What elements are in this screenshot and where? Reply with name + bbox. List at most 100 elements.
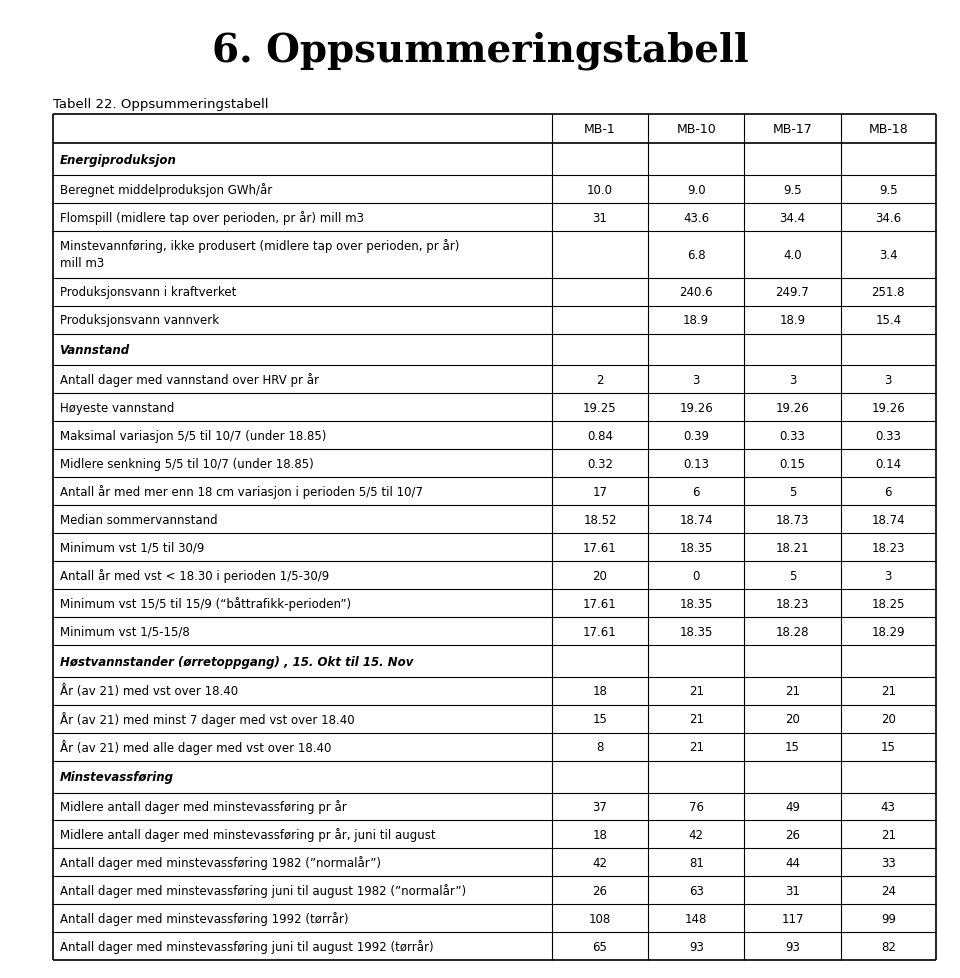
Text: 21: 21	[688, 713, 704, 726]
Text: 26: 26	[785, 828, 800, 841]
Text: 19.26: 19.26	[776, 401, 809, 415]
Text: 82: 82	[881, 940, 896, 953]
Text: 17: 17	[592, 485, 608, 498]
Text: Minimum vst 1/5 til 30/9: Minimum vst 1/5 til 30/9	[60, 541, 204, 555]
Text: År (av 21) med minst 7 dager med vst over 18.40: År (av 21) med minst 7 dager med vst ove…	[60, 712, 354, 727]
Text: 63: 63	[688, 884, 704, 897]
Text: 20: 20	[785, 713, 800, 726]
Text: Minstevannføring, ikke produsert (midlere tap over perioden, pr år): Minstevannføring, ikke produsert (midler…	[60, 239, 459, 252]
Text: 0: 0	[692, 569, 700, 582]
Text: Flomspill (midlere tap over perioden, pr år) mill m3: Flomspill (midlere tap over perioden, pr…	[60, 211, 364, 225]
Text: Tabell 22. Oppsummeringstabell: Tabell 22. Oppsummeringstabell	[53, 98, 268, 111]
Text: 18.35: 18.35	[680, 541, 713, 555]
Text: Energiproduksjon: Energiproduksjon	[60, 154, 177, 166]
Text: 21: 21	[881, 685, 896, 697]
Text: 65: 65	[592, 940, 608, 953]
Text: 17.61: 17.61	[583, 541, 617, 555]
Text: 5: 5	[789, 569, 796, 582]
Text: 18.73: 18.73	[776, 513, 809, 526]
Text: 15: 15	[592, 713, 608, 726]
Text: 21: 21	[688, 685, 704, 697]
Text: 3: 3	[789, 374, 796, 386]
Text: 17.61: 17.61	[583, 625, 617, 638]
Text: MB-17: MB-17	[773, 123, 812, 136]
Text: 18.74: 18.74	[872, 513, 905, 526]
Text: 18.9: 18.9	[684, 314, 709, 327]
Text: 26: 26	[592, 884, 608, 897]
Text: 18.35: 18.35	[680, 597, 713, 610]
Text: 9.5: 9.5	[879, 184, 898, 197]
Text: 2: 2	[596, 374, 604, 386]
Text: Midlere antall dager med minstevassføring pr år: Midlere antall dager med minstevassførin…	[60, 800, 347, 814]
Text: MB-10: MB-10	[677, 123, 716, 136]
Text: 34.6: 34.6	[876, 211, 901, 224]
Text: Antall år med mer enn 18 cm variasjon i perioden 5/5 til 10/7: Antall år med mer enn 18 cm variasjon i …	[60, 485, 422, 499]
Text: Antall dager med minstevassføring juni til august 1992 (tørrår): Antall dager med minstevassføring juni t…	[60, 940, 433, 954]
Text: År (av 21) med alle dager med vst over 18.40: År (av 21) med alle dager med vst over 1…	[60, 739, 331, 754]
Text: 37: 37	[592, 800, 608, 813]
Text: 19.25: 19.25	[583, 401, 616, 415]
Text: 18.29: 18.29	[872, 625, 905, 638]
Text: 6. Oppsummeringstabell: 6. Oppsummeringstabell	[211, 31, 749, 69]
Text: 9.0: 9.0	[687, 184, 706, 197]
Text: 49: 49	[785, 800, 800, 813]
Text: Antall år med vst < 18.30 i perioden 1/5-30/9: Antall år med vst < 18.30 i perioden 1/5…	[60, 568, 328, 583]
Text: Antall dager med minstevassføring 1982 (”normalår”): Antall dager med minstevassføring 1982 (…	[60, 856, 380, 869]
Text: År (av 21) med vst over 18.40: År (av 21) med vst over 18.40	[60, 685, 238, 697]
Text: 5: 5	[789, 485, 796, 498]
Text: 117: 117	[781, 911, 804, 925]
Text: Midlere antall dager med minstevassføring pr år, juni til august: Midlere antall dager med minstevassførin…	[60, 827, 435, 842]
Text: Minimum vst 15/5 til 15/9 (“båttrafikk-perioden”): Minimum vst 15/5 til 15/9 (“båttrafikk-p…	[60, 597, 350, 610]
Text: 21: 21	[881, 828, 896, 841]
Text: 6: 6	[884, 485, 892, 498]
Text: 6: 6	[692, 485, 700, 498]
Text: 42: 42	[688, 828, 704, 841]
Text: 10.0: 10.0	[587, 184, 612, 197]
Text: 18.28: 18.28	[776, 625, 809, 638]
Text: 240.6: 240.6	[680, 286, 713, 299]
Text: 33: 33	[881, 856, 896, 869]
Text: 3: 3	[692, 374, 700, 386]
Text: 0.39: 0.39	[684, 429, 709, 442]
Text: Minstevassføring: Minstevassføring	[60, 771, 174, 783]
Text: 21: 21	[688, 740, 704, 753]
Text: 3: 3	[884, 374, 892, 386]
Text: 20: 20	[881, 713, 896, 726]
Text: 148: 148	[685, 911, 708, 925]
Text: 9.5: 9.5	[783, 184, 802, 197]
Text: 18.52: 18.52	[583, 513, 616, 526]
Text: 3.4: 3.4	[879, 248, 898, 261]
Text: 18: 18	[592, 685, 608, 697]
Text: 0.13: 0.13	[684, 458, 709, 470]
Text: 108: 108	[588, 911, 612, 925]
Text: Produksjonsvann i kraftverket: Produksjonsvann i kraftverket	[60, 286, 236, 299]
Text: 21: 21	[785, 685, 800, 697]
Text: 81: 81	[688, 856, 704, 869]
Text: 18.9: 18.9	[780, 314, 805, 327]
Text: 43: 43	[881, 800, 896, 813]
Text: 0.32: 0.32	[587, 458, 612, 470]
Text: 44: 44	[785, 856, 800, 869]
Text: Maksimal variasjon 5/5 til 10/7 (under 18.85): Maksimal variasjon 5/5 til 10/7 (under 1…	[60, 429, 325, 442]
Text: 99: 99	[881, 911, 896, 925]
Text: 42: 42	[592, 856, 608, 869]
Text: 18.74: 18.74	[680, 513, 713, 526]
Text: 31: 31	[785, 884, 800, 897]
Text: Produksjonsvann vannverk: Produksjonsvann vannverk	[60, 314, 219, 327]
Text: 17.61: 17.61	[583, 597, 617, 610]
Text: 251.8: 251.8	[872, 286, 905, 299]
Text: 0.33: 0.33	[780, 429, 805, 442]
Text: 15.4: 15.4	[876, 314, 901, 327]
Text: 34.4: 34.4	[780, 211, 805, 224]
Text: 0.14: 0.14	[876, 458, 901, 470]
Text: Vannstand: Vannstand	[60, 343, 130, 357]
Text: 18.23: 18.23	[872, 541, 905, 555]
Text: 19.26: 19.26	[680, 401, 713, 415]
Text: 0.15: 0.15	[780, 458, 805, 470]
Text: Beregnet middelproduksjon GWh/år: Beregnet middelproduksjon GWh/år	[60, 183, 272, 197]
Text: Høyeste vannstand: Høyeste vannstand	[60, 401, 174, 415]
Text: 93: 93	[688, 940, 704, 953]
Text: 24: 24	[881, 884, 896, 897]
Text: Høstvannstander (ørretoppgang) , 15. Okt til 15. Nov: Høstvannstander (ørretoppgang) , 15. Okt…	[60, 655, 413, 668]
Text: 0.33: 0.33	[876, 429, 901, 442]
